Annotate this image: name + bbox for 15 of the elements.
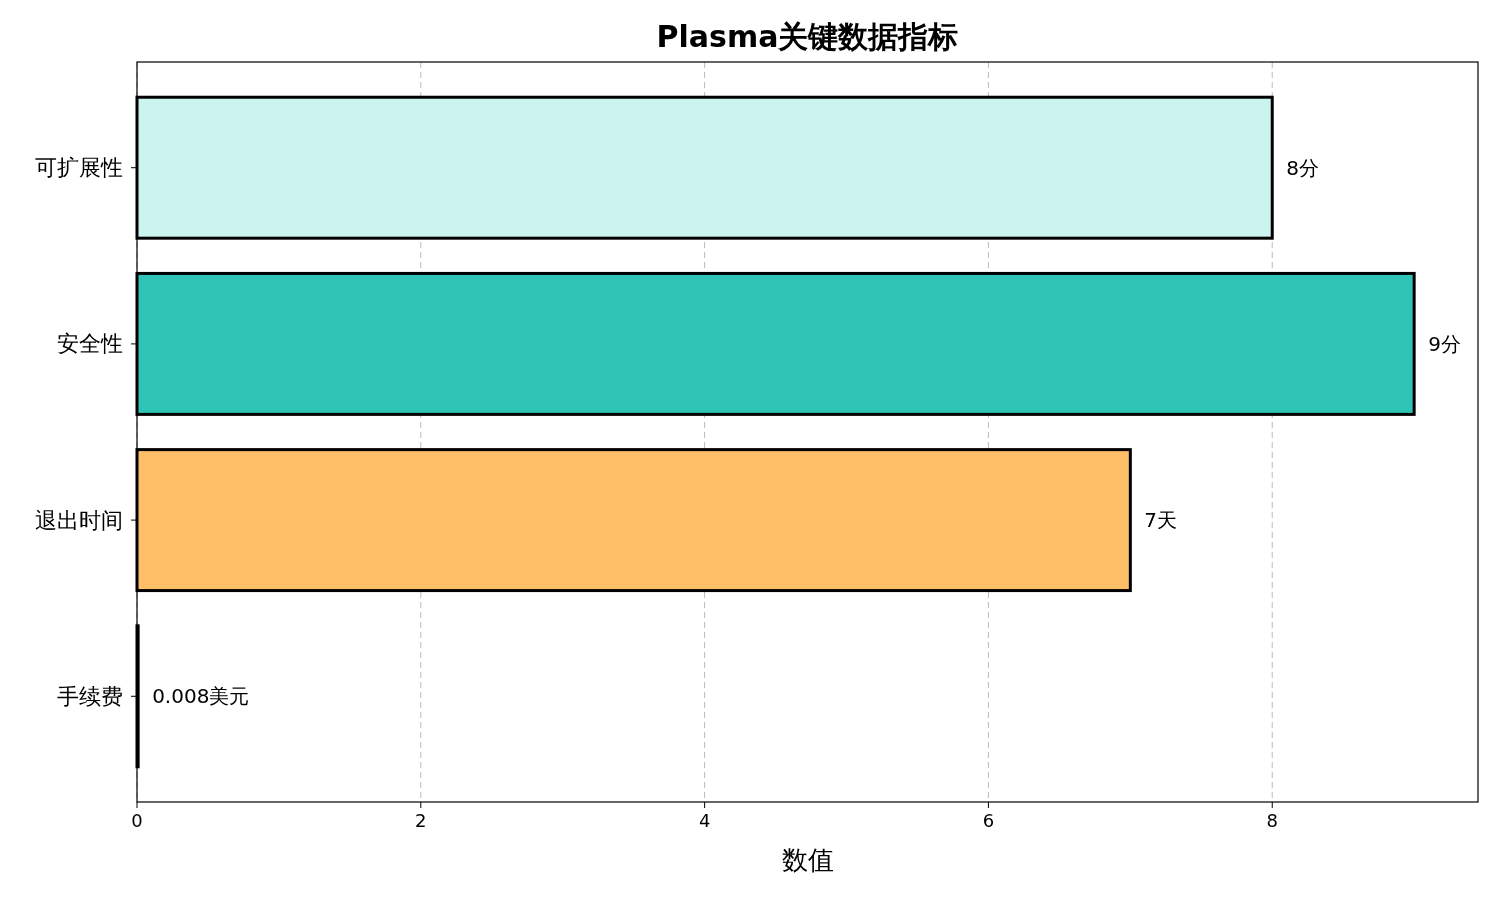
y-tick-label: 可扩展性 (35, 155, 123, 181)
y-tick-label: 安全性 (57, 331, 123, 357)
x-tick-label: 6 (982, 810, 995, 831)
x-tick-label: 8 (1266, 810, 1278, 831)
x-tick-label: 0 (131, 810, 143, 831)
x-axis-title: 数值 (781, 845, 834, 875)
x-tick-label: 2 (415, 810, 427, 831)
data-label: 0.008美元 (152, 684, 250, 709)
data-label: 7天 (1144, 508, 1178, 533)
data-label: 9分 (1428, 331, 1461, 356)
y-tick-label: 退出时间 (35, 507, 123, 533)
y-tick-label: 手续费 (57, 683, 123, 709)
x-tick-label: 4 (698, 810, 711, 831)
data-label: 8分 (1286, 155, 1319, 180)
chart-title: Plasma关键数据指标 (656, 19, 959, 54)
